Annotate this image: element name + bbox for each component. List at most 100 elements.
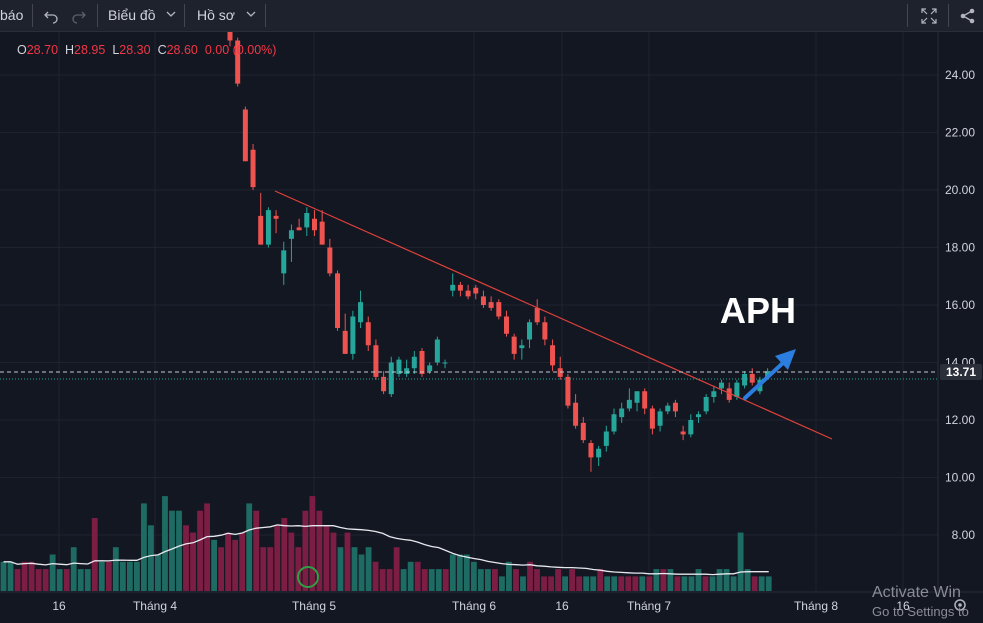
volume-bar [527, 561, 533, 591]
chevron-down-icon [166, 11, 176, 17]
volume-bar [393, 547, 400, 591]
volume-bar [463, 554, 470, 591]
volume-bar [604, 576, 611, 591]
price-tick-label: 20.00 [945, 183, 975, 197]
volume-bar [84, 569, 91, 591]
candle [550, 339, 556, 372]
fullscreen-icon[interactable] [916, 0, 942, 31]
toolbar-left-text[interactable]: báo [0, 7, 24, 23]
volume-bar [470, 561, 477, 591]
volume-bar [288, 532, 295, 591]
candle [442, 359, 448, 369]
volume-bar [660, 569, 667, 591]
profile-menu-label: Hồ sơ [197, 7, 235, 23]
volume-bar [555, 569, 561, 591]
watermark-line-2: Go to Settings to [872, 604, 969, 619]
candle [749, 368, 755, 386]
open-label: O [17, 43, 27, 57]
candle [288, 224, 294, 262]
volume-bar [414, 561, 421, 591]
volume-bar [513, 569, 519, 591]
candle [557, 356, 563, 380]
price-chart[interactable]: APH 24.0022.0020.0018.0016.0014.0012.001… [0, 32, 983, 623]
descending-trendline[interactable] [274, 190, 833, 440]
volume-bar [176, 510, 182, 591]
candle [281, 241, 287, 285]
volume-bar [141, 503, 147, 591]
chart-menu[interactable]: Biểu đồ [108, 0, 177, 31]
settings-gear-icon[interactable] [954, 599, 966, 611]
volume-bar [681, 576, 688, 591]
volume-bar [716, 569, 723, 591]
candle [534, 299, 540, 326]
volume-bar [386, 569, 393, 591]
volume-bar [379, 569, 386, 591]
close-label: C [157, 43, 167, 57]
candle [235, 37, 241, 87]
price-axis[interactable] [938, 32, 983, 623]
candle [680, 425, 686, 441]
volume-bar [330, 532, 337, 591]
volume-bar [484, 569, 491, 591]
up-right-arrow-icon[interactable] [743, 349, 796, 400]
volume-bar [302, 510, 309, 591]
candle [480, 290, 486, 308]
candle [527, 319, 533, 349]
volume-bar [70, 547, 77, 591]
ticker-annotation[interactable]: APH [720, 290, 796, 331]
candle [358, 290, 364, 328]
candle [642, 388, 648, 415]
high-value: 28.95 [74, 43, 106, 57]
candle [381, 371, 387, 395]
volume-bar [506, 561, 512, 591]
circle-marker-icon[interactable] [297, 566, 319, 588]
undo-icon[interactable] [40, 0, 62, 31]
candle [265, 207, 271, 248]
candle [596, 445, 602, 466]
candle [373, 339, 379, 380]
toolbar-divider [184, 4, 185, 27]
candle [703, 394, 709, 415]
volume-bar [21, 561, 28, 591]
volume-bar [225, 532, 232, 591]
candle [634, 391, 640, 412]
high-label: H [65, 43, 75, 57]
time-tick-label: Tháng 7 [627, 599, 671, 613]
volume-bar [14, 569, 21, 591]
volume-bar [625, 576, 632, 591]
current-price-label: 13.71 [946, 365, 976, 379]
candle [573, 394, 579, 429]
volume-bar [737, 532, 744, 591]
time-tick-label: 16 [896, 599, 910, 613]
redo-icon[interactable] [68, 0, 90, 31]
volume-bar [590, 576, 597, 591]
share-icon[interactable] [956, 0, 980, 31]
volume-bar [197, 510, 203, 591]
close-value: 28.60 [166, 43, 198, 57]
time-axis-labels[interactable]: 16 Tháng 4 Tháng 5 Tháng 6 16 Tháng 7 Tháng 8 1… [52, 599, 910, 613]
volume-bar [534, 569, 540, 591]
volume-bar [548, 576, 554, 591]
candle [365, 316, 371, 351]
candle [465, 284, 471, 300]
volume-bar [358, 554, 365, 591]
volume-bar [456, 554, 463, 591]
candle [603, 425, 609, 452]
candle [419, 348, 425, 377]
volume-bar [246, 503, 253, 591]
candle [273, 210, 279, 234]
candle [342, 313, 348, 354]
ohlc-legend: O28.70 H28.95 L28.30 C28.60 0.00 (0.00%) [17, 43, 276, 57]
volume-bar [576, 576, 583, 591]
time-tick-label: Tháng 5 [292, 599, 336, 613]
profile-menu[interactable]: Hồ sơ [197, 0, 257, 31]
volume-bar [295, 547, 302, 591]
top-toolbar: báo Biểu đồ Hồ sơ [0, 0, 983, 32]
volume-bar [611, 576, 618, 591]
volume-bar [695, 569, 702, 591]
volume-bar [316, 510, 323, 591]
candle [319, 210, 325, 245]
candle [511, 333, 517, 360]
volume-bar [77, 569, 84, 591]
candle [611, 408, 617, 435]
